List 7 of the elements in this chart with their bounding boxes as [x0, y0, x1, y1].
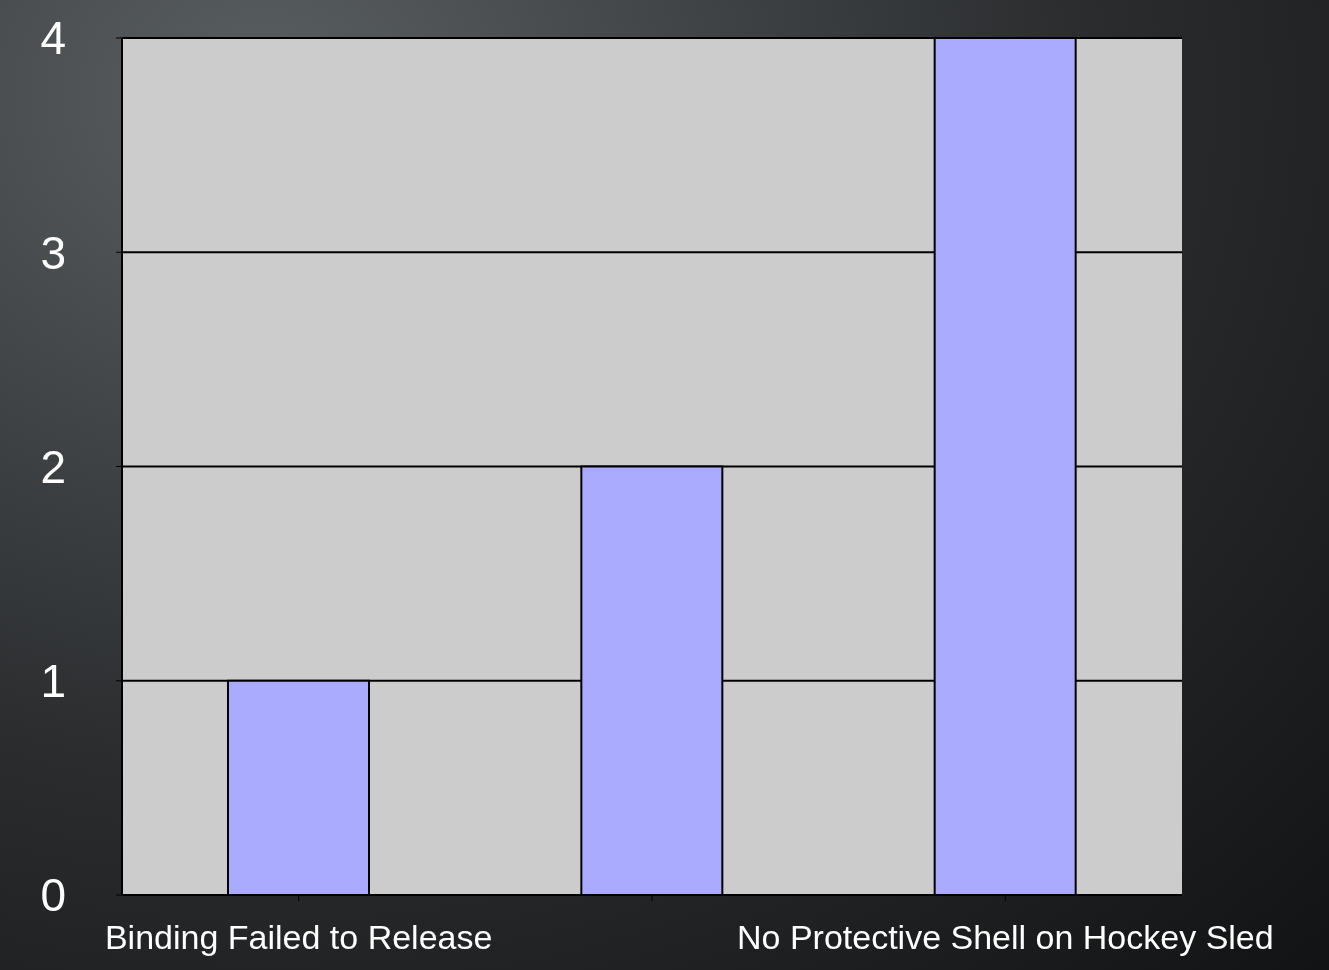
y-tick-label: 4 [40, 12, 66, 65]
x-tick-label: No Protective Shell on Hockey Sled [736, 918, 1274, 957]
y-tick-label: 1 [40, 655, 66, 708]
y-tick-label: 3 [40, 226, 66, 279]
y-tick-label: 0 [40, 869, 66, 922]
y-tick-label: 2 [40, 440, 66, 493]
x-tick-label: Binding Failed to Release [104, 918, 493, 957]
